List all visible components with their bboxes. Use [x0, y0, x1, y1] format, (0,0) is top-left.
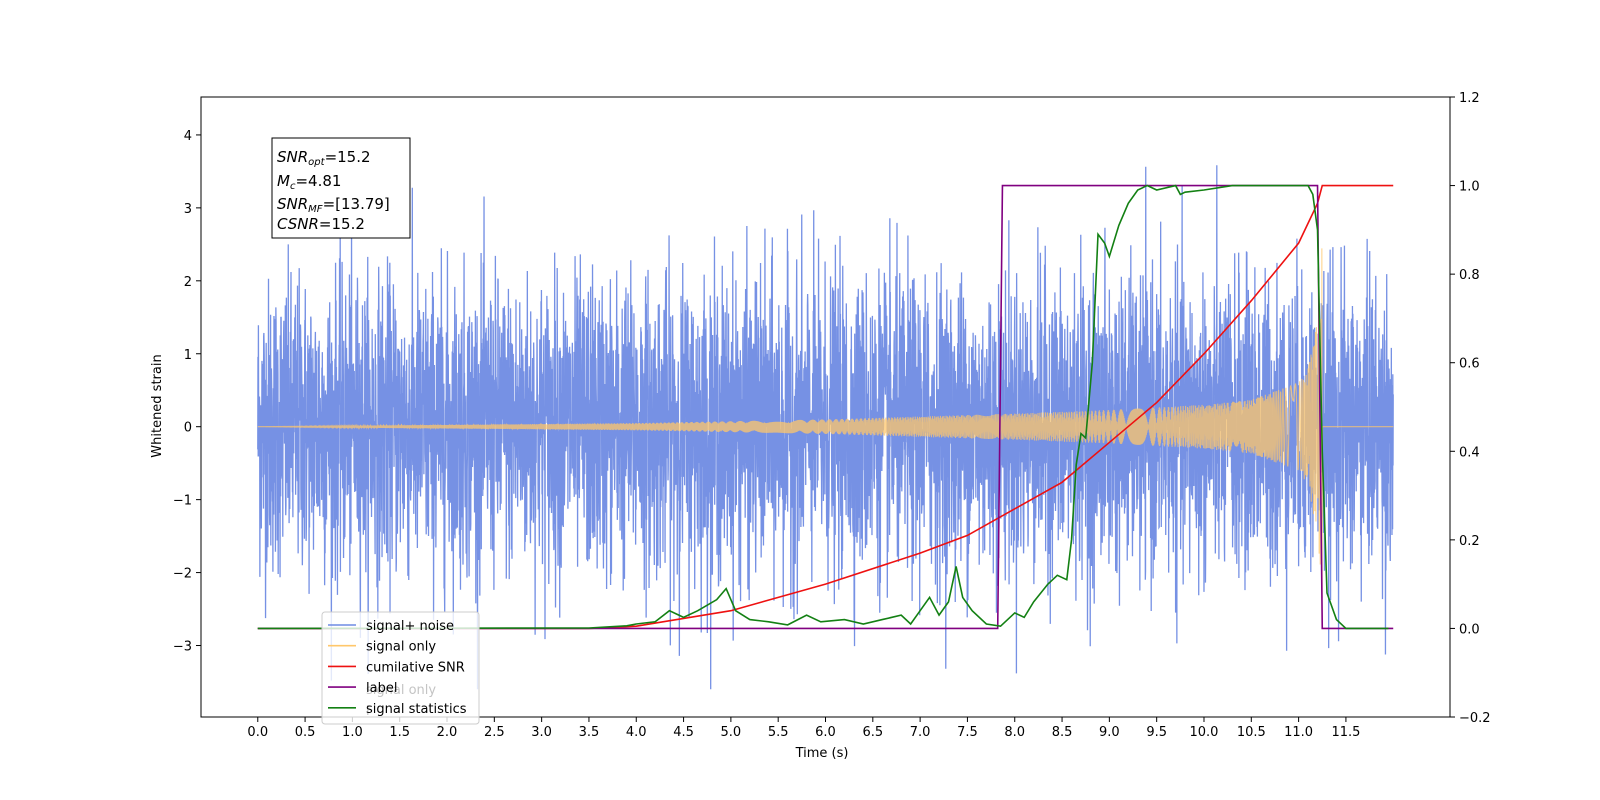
annotation-snr-opt-subscript: opt: [308, 157, 325, 168]
x-tick-label: 0.5: [295, 725, 316, 740]
y2-tick-label: 0.8: [1459, 268, 1480, 283]
y2-tick-label: 0.6: [1459, 357, 1480, 372]
x-tick-label: 1.5: [389, 725, 410, 740]
x-tick-label: 4.5: [673, 725, 694, 740]
legend-label: signal statistics: [366, 702, 467, 717]
y2-tick-label: 0.0: [1459, 622, 1480, 637]
y-axis-right: −0.2 0.0 0.2 0.4 0.6 0.8 1.0 1.2: [1450, 91, 1491, 726]
legend-ghost-l: l: [366, 704, 370, 719]
x-tick-label: 9.5: [1146, 725, 1167, 740]
legend-frame: [321, 611, 480, 725]
y-axis-left: −3 −2 −1 0 1 2 3 4: [173, 129, 201, 655]
y2-tick-label: 1.0: [1459, 180, 1480, 195]
x-axis-label: Time (s): [795, 746, 849, 761]
legend-label: label: [366, 681, 397, 696]
series-signal-only: [257, 248, 1394, 599]
annotation-box: SNRopt=15.2 Mc=4.81 SNRMF=[13.79] CSNR=1…: [271, 137, 411, 239]
annotation-snr-opt-value: =15.2: [325, 148, 371, 166]
annotation-csnr-value: =15.2: [319, 215, 365, 233]
y-tick-label: 3: [184, 202, 192, 217]
x-tick-label: 9.0: [1099, 725, 1120, 740]
y-tick-label: 2: [184, 275, 192, 290]
y-tick-label: −1: [173, 494, 192, 509]
legend: signal only l signal+ noise signal only cu…: [321, 611, 480, 725]
series-cumilative-snr: [257, 184, 1394, 630]
annotation-snr-mf: SNRMF=[13.79]: [277, 195, 390, 215]
y2-tick-label: −0.2: [1459, 711, 1491, 726]
annotation-csnr: CSNR=15.2: [277, 215, 365, 233]
x-tick-label: 1.0: [342, 725, 363, 740]
x-tick-label: 7.0: [910, 725, 931, 740]
y-tick-label: 4: [184, 129, 192, 144]
series-label: [257, 184, 1394, 630]
series-signal-statistics: [257, 184, 1389, 630]
annotation-mc-value: =4.81: [295, 172, 341, 190]
y2-tick-label: 1.2: [1459, 91, 1480, 106]
legend-label: signal only: [366, 640, 436, 655]
y-tick-label: −3: [173, 640, 192, 655]
plot-area: [257, 165, 1394, 690]
x-tick-label: 6.5: [862, 725, 883, 740]
x-tick-label: 2.5: [484, 725, 505, 740]
legend-label: signal+ noise: [366, 619, 454, 634]
legend-entries: signal+ noise signal only cumilative SNR la…: [328, 619, 467, 717]
annotation-frame: [271, 137, 411, 239]
annotation-snr-mf-subscript: MF: [308, 204, 323, 215]
y-tick-label: 1: [184, 348, 192, 363]
x-tick-label: 3.5: [579, 725, 600, 740]
x-tick-label: 3.0: [531, 725, 552, 740]
y2-tick-label: 0.4: [1459, 445, 1480, 460]
legend-label: cumilative SNR: [366, 660, 465, 675]
annotation-mc-subscript: c: [290, 181, 296, 192]
x-tick-label: 8.5: [1052, 725, 1073, 740]
x-tick-label: 4.0: [626, 725, 647, 740]
x-tick-label: 0.0: [247, 725, 268, 740]
annotation-snr-mf-value: =[13.79]: [323, 195, 390, 213]
x-axis: 0.0 0.5 1.0 1.5 2.0 2.5 3.0 3.5 4.0 4.5 5.0 5.5 6.0 6…: [247, 717, 1360, 740]
y-tick-label: −2: [173, 567, 192, 582]
x-tick-label: 7.5: [957, 725, 978, 740]
x-tick-label: 5.0: [721, 725, 742, 740]
x-tick-label: 2.0: [437, 725, 458, 740]
y-axis-label: Whitened strain: [150, 354, 165, 457]
annotation-mc-symbol: M: [277, 172, 290, 190]
x-tick-label: 11.0: [1284, 725, 1313, 740]
annotation-snr-opt-symbol: SNR: [277, 148, 308, 166]
x-tick-label: 6.0: [815, 725, 836, 740]
x-tick-label: 5.5: [768, 725, 789, 740]
annotation-snr-opt: SNRopt=15.2: [277, 148, 371, 168]
x-tick-label: 10.5: [1237, 725, 1266, 740]
legend-ghost-signal-only: signal only: [366, 683, 436, 698]
annotation-snr-mf-symbol: SNR: [277, 195, 308, 213]
x-tick-label: 8.0: [1004, 725, 1025, 740]
y-tick-label: 0: [184, 421, 192, 436]
y2-tick-label: 0.2: [1459, 534, 1480, 549]
x-tick-label: 10.0: [1190, 725, 1219, 740]
annotation-mc: Mc=4.81: [277, 172, 341, 192]
x-tick-label: 11.5: [1331, 725, 1360, 740]
annotation-csnr-symbol: CSNR: [277, 215, 319, 233]
